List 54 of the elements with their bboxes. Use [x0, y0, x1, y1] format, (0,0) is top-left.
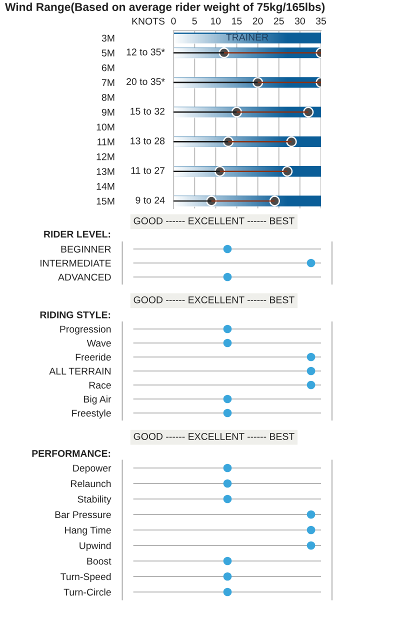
y-tick-label: Hang Time [65, 526, 111, 536]
y-tick-label: 15M [96, 198, 114, 205]
y-tick-label: 14M [96, 183, 114, 190]
y-tick-label: Turn-Speed [60, 572, 111, 582]
y-tick-label: Wave [86, 340, 111, 347]
chart-title: PERFORMANCE: [32, 450, 110, 457]
chart-title: RIDING STYLE: [40, 311, 110, 318]
data-label: 11 to 27 [131, 167, 165, 174]
chart-title: RIDER LEVEL: [44, 230, 110, 238]
x-tick-label: 30 [294, 18, 305, 24]
y-tick-label: 6M [102, 64, 114, 72]
x-tick-label: 25 [274, 18, 284, 24]
y-tick-label: Depower [73, 464, 112, 474]
data-label: 15 to 32 [130, 108, 165, 115]
x-axis-title: KNOTS [132, 18, 165, 25]
y-tick-label: Boost [87, 558, 112, 565]
data-label: 20 to 35* [126, 78, 165, 86]
y-tick-label: Progression [60, 325, 111, 335]
y-tick-label: Bar Pressure [55, 511, 111, 518]
y-tick-label: ADVANCED [58, 274, 111, 281]
y-tick-label: Upwind [80, 542, 111, 552]
y-tick-label: 9M [102, 108, 114, 116]
y-tick-label: INTERMEDIATE [40, 260, 111, 267]
x-tick-label: 35 [316, 18, 326, 24]
x-tick-label: 15 [232, 18, 242, 24]
data-label: TRAINER [226, 34, 268, 41]
y-tick-label: Turn-Circle [64, 588, 111, 596]
x-tick-label: 10 [210, 18, 221, 24]
x-axis-title: GOOD ------ EXCELLENT ------ BEST [134, 433, 294, 440]
x-tick-label: 20 [252, 18, 263, 24]
y-tick-label: Stability [78, 495, 112, 505]
y-tick-label: BEGINNER [61, 246, 111, 253]
y-tick-label: 11M [98, 138, 114, 146]
y-tick-label: Freestyle [72, 409, 111, 419]
y-tick-label: 7M [102, 79, 114, 86]
y-tick-label: 12M [96, 153, 114, 160]
y-tick-label: Freeride [76, 353, 111, 361]
data-label: 9 to 24 [136, 196, 165, 204]
x-axis-title: GOOD ------ EXCELLENT ------ BEST [134, 217, 294, 224]
y-tick-label: Big Air [84, 395, 112, 405]
data-label: 13 to 28 [130, 137, 165, 144]
y-tick-label: 10M [96, 124, 114, 131]
x-tick-label: 0 [171, 18, 176, 24]
y-tick-label: Race [89, 382, 111, 389]
x-axis-title: GOOD ------ EXCELLENT ------ BEST [134, 296, 294, 304]
x-tick-label: 5 [192, 18, 197, 24]
data-label: 12 to 35* [126, 48, 165, 56]
y-tick-label: 13M [96, 168, 114, 175]
y-tick-label: ALL TERRAIN [49, 368, 111, 375]
y-tick-label: 3M [102, 34, 114, 42]
y-tick-label: 8M [102, 94, 114, 101]
y-tick-label: 5M [102, 50, 114, 56]
chart-title: Wind Range(Based on average rider weight of 75kg/165lbs) [5, 2, 325, 14]
y-tick-label: Relaunch [71, 480, 111, 488]
